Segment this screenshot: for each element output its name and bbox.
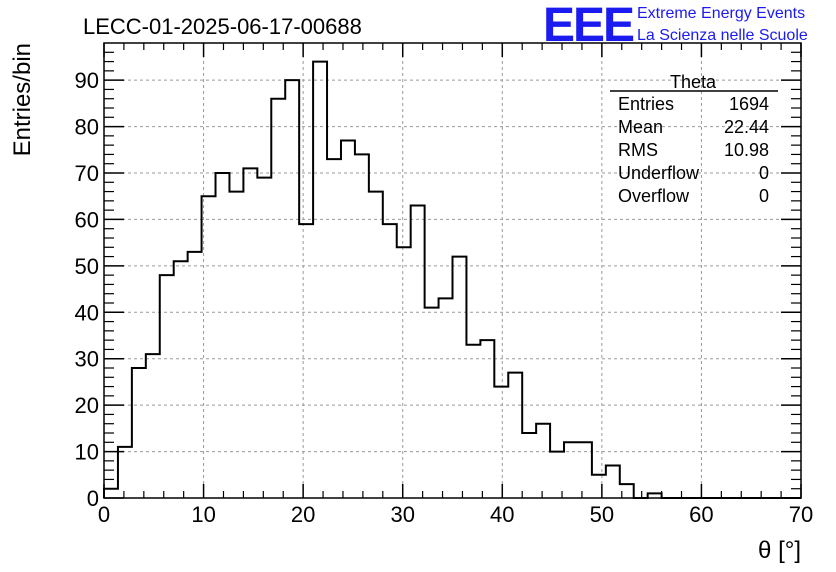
- y-tick-label: 0: [87, 486, 99, 511]
- eee-logo: EEE: [543, 0, 634, 52]
- stats-value: 0: [759, 163, 769, 183]
- x-tick-label: 10: [191, 502, 215, 527]
- stats-value: 22.44: [724, 117, 769, 137]
- stats-label: Underflow: [618, 163, 700, 183]
- logo-line-1: Extreme Energy Events: [637, 5, 805, 22]
- y-tick-label: 90: [75, 68, 99, 93]
- x-tick-labels: 0 10 20 30 40 50 60 70: [98, 502, 813, 527]
- x-tick-label: 70: [789, 502, 813, 527]
- stats-value: 10.98: [724, 140, 769, 160]
- x-tick-label: 30: [390, 502, 414, 527]
- histogram-line: [103, 60, 801, 499]
- axis-ticks: [103, 43, 802, 499]
- y-tick-label: 40: [75, 300, 99, 325]
- y-tick-labels: 0 10 20 30 40 50 60 70 80 90: [75, 68, 99, 511]
- x-tick-label: 0: [98, 502, 110, 527]
- y-tick-label: 80: [75, 115, 99, 140]
- stats-value: 1694: [729, 94, 769, 114]
- y-axis-title: Entries/bin: [9, 43, 36, 156]
- plot-frame: [103, 42, 802, 499]
- stats-title: Theta: [670, 72, 717, 92]
- stats-label: Overflow: [618, 186, 690, 206]
- y-tick-label: 70: [75, 161, 99, 186]
- x-tick-label: 40: [490, 502, 514, 527]
- stats-label: RMS: [618, 140, 658, 160]
- x-tick-label: 50: [590, 502, 614, 527]
- logo-line-2: La Scienza nelle Scuole: [637, 27, 808, 44]
- y-tick-label: 60: [75, 207, 99, 232]
- chart-title: LECC-01-2025-06-17-00688: [83, 14, 362, 39]
- stats-label: Mean: [618, 117, 663, 137]
- x-tick-label: 60: [689, 502, 713, 527]
- x-axis-title: θ [°]: [758, 537, 801, 564]
- stats-value: 0: [759, 186, 769, 206]
- stats-label: Entries: [618, 94, 674, 114]
- y-tick-label: 30: [75, 347, 99, 372]
- y-tick-label: 50: [75, 254, 99, 279]
- y-tick-label: 10: [75, 440, 99, 465]
- y-tick-label: 20: [75, 393, 99, 418]
- x-tick-label: 20: [291, 502, 315, 527]
- stats-box: Theta Entries 1694 Mean 22.44 RMS 10.98 …: [610, 72, 778, 206]
